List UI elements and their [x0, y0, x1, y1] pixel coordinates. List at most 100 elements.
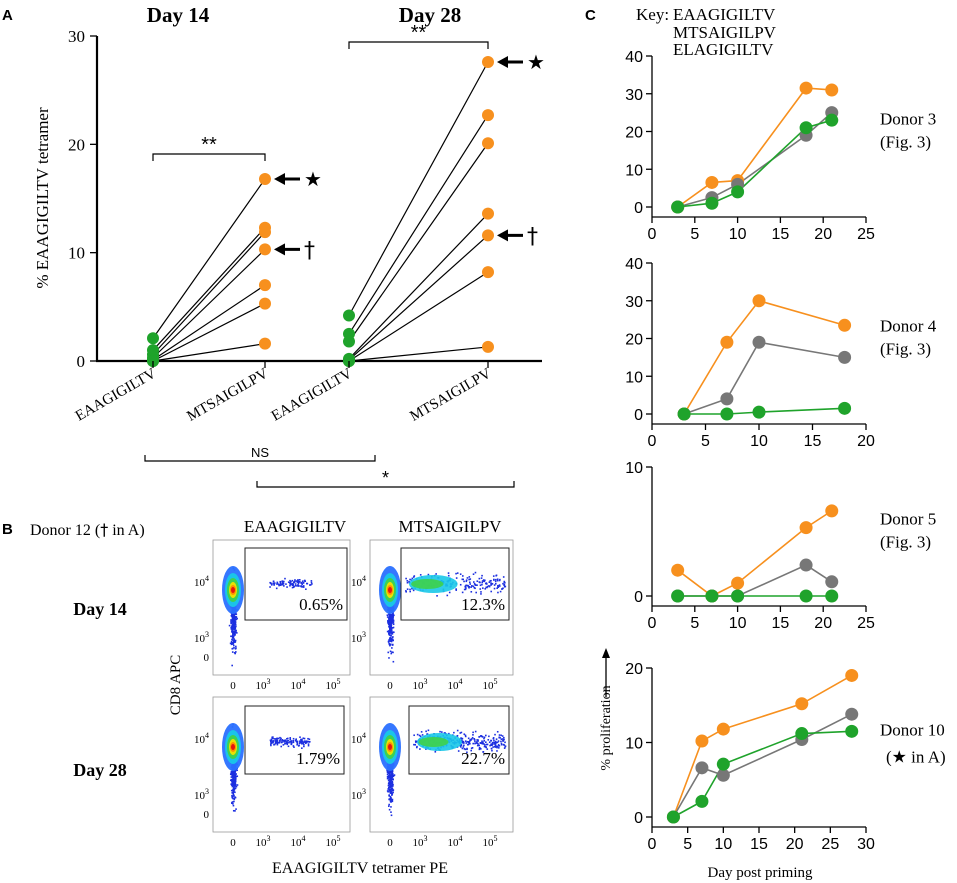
series-point [752, 335, 766, 349]
donor-label: Donor 4 [880, 317, 937, 336]
comparison-label: * [382, 468, 389, 488]
flow-plots: 0.65% 104 103 0 0 103 104 105 12.3% 104 103 0 103 104… [194, 539, 514, 849]
series-point [825, 113, 839, 127]
pair-connector [152, 284, 266, 361]
x-tick-label: 5 [683, 836, 692, 853]
dot-eaagigiltv [343, 335, 355, 348]
y-tick-label: 40 [625, 49, 643, 66]
dot-mtsaigilpv [259, 297, 271, 310]
pair-connector [152, 227, 266, 351]
pair-connector [152, 231, 266, 355]
series-point [716, 768, 730, 782]
y-tick-label: 0 [634, 810, 643, 827]
series-point [720, 392, 734, 406]
flow-gate [400, 547, 510, 621]
x-tick-label: 10 [729, 615, 747, 632]
proliferation-plot: 0 10 20 0 5 10 15 20 25 30 Donor 10 (★ in A) [625, 661, 945, 853]
dot-mtsaigilpv [259, 226, 271, 239]
flow-col-label-eaa: EAAGIGILTV [244, 517, 347, 536]
pair-connector [152, 178, 266, 339]
series-point [799, 558, 813, 572]
x-tick-label: 0 [648, 615, 657, 632]
proliferation-plot: 0 10 20 30 40 0 5 10 15 20 25 Donor 3 (Fig. 3) [625, 49, 936, 243]
flow-events [379, 566, 507, 663]
gate-percentage: 0.65% [299, 595, 343, 614]
y-tick-label: 10 [625, 460, 643, 477]
x-tick-label: 0 [648, 226, 657, 243]
legend-eaa: EAAGIGILTV [673, 5, 776, 24]
series-point [825, 589, 839, 603]
star-icon: ★ [527, 50, 545, 74]
flow-tick-label: 104 [448, 834, 463, 849]
pair-connector [348, 61, 489, 316]
pair-connector [348, 213, 489, 360]
donor12-label: Donor 12 († in A) [30, 520, 145, 539]
flow-events [379, 723, 507, 817]
dot-mtsaigilpv [482, 207, 494, 220]
dagger-icon: † [527, 224, 538, 249]
comparison-label: NS [251, 445, 269, 460]
x-tick-label: 20 [814, 226, 832, 243]
flow-tick-label: 103 [351, 630, 366, 645]
series-point [720, 335, 734, 349]
x-tick-label: 5 [701, 433, 710, 450]
arrow-left-icon [497, 229, 523, 242]
series-point [666, 810, 680, 824]
x-tick-label: 30 [857, 836, 875, 853]
x-tick-label: 25 [857, 615, 875, 632]
flow-tick-label: 0 [387, 837, 393, 849]
flow-tick-label: 103 [194, 787, 209, 802]
x-tick-label: 5 [690, 615, 699, 632]
series-point [705, 196, 719, 210]
series-point [705, 589, 719, 603]
series-point [695, 734, 709, 748]
pair-connector [348, 142, 489, 342]
panel-a-connectors [152, 61, 489, 362]
flow-tick-label: 104 [351, 731, 366, 746]
flow-tick-label: 104 [351, 574, 366, 589]
x-tick-label: 10 [750, 433, 768, 450]
comparison-bracket [256, 481, 515, 488]
dot-mtsaigilpv [482, 340, 494, 353]
category-label: EAAGIGILTV [73, 366, 159, 425]
donor-note: (Fig. 3) [880, 133, 931, 152]
day14-title: Day 14 [147, 3, 210, 27]
series-point [752, 294, 766, 308]
series-point [716, 757, 730, 771]
donor-label: Donor 3 [880, 110, 936, 129]
x-tick-label: 15 [772, 615, 790, 632]
flow-tick-label: 105 [483, 834, 498, 849]
flow-tick-label: 104 [194, 731, 209, 746]
category-label: MTSAIGILPV [407, 366, 494, 425]
series-point [731, 589, 745, 603]
series-point [838, 401, 852, 415]
flow-tick-label: 105 [326, 677, 341, 692]
dot-mtsaigilpv [259, 337, 271, 350]
dot-eaagigiltv [147, 332, 159, 345]
y-tick-label: 20 [625, 125, 643, 142]
flow-plot: 22.7% 104 103 0 103 104 105 [351, 696, 514, 849]
series-point [671, 200, 685, 214]
significance-bracket [348, 41, 489, 49]
x-tick-label: 10 [714, 836, 732, 853]
donor-note: (Fig. 3) [880, 340, 931, 359]
flow-events [222, 723, 311, 812]
x-tick-label: 25 [821, 836, 839, 853]
flow-tick-label: 105 [326, 834, 341, 849]
y-tick-label: 10 [625, 736, 643, 753]
flow-tick-label: 104 [291, 834, 306, 849]
panel-a-significance: ** ** NS * [144, 22, 515, 488]
flow-plot: 0.65% 104 103 0 0 103 104 105 [194, 539, 351, 692]
arrow-left-icon [274, 243, 300, 256]
series-point [695, 761, 709, 775]
y-tick-label: 20 [625, 661, 643, 678]
series-line [683, 341, 845, 415]
series-point [705, 175, 719, 189]
y-tick-label: 10 [625, 369, 643, 386]
dot-mtsaigilpv [482, 266, 494, 279]
dot-mtsaigilpv [259, 173, 271, 185]
panel-a-annotations: ★ † ★ † [274, 50, 545, 263]
series-point [716, 722, 730, 736]
